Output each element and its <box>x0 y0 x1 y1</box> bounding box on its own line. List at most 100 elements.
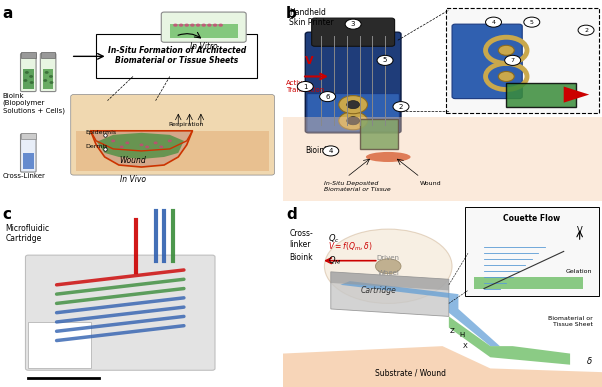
Text: $Q_c$: $Q_c$ <box>327 232 340 245</box>
Bar <box>41 52 55 58</box>
Text: Epidermis: Epidermis <box>85 130 116 135</box>
Text: 5: 5 <box>383 57 387 63</box>
Text: Active
Translation: Active Translation <box>286 80 324 94</box>
Circle shape <box>29 81 34 84</box>
Text: 6: 6 <box>325 94 330 99</box>
FancyBboxPatch shape <box>25 255 215 370</box>
Text: V: V <box>577 226 583 235</box>
Circle shape <box>190 24 194 27</box>
Circle shape <box>504 55 521 65</box>
Text: H: H <box>459 332 464 338</box>
Circle shape <box>524 17 540 27</box>
Circle shape <box>578 25 594 35</box>
Text: Respiration: Respiration <box>168 122 203 127</box>
FancyBboxPatch shape <box>96 34 258 79</box>
FancyBboxPatch shape <box>76 131 268 171</box>
Text: a: a <box>3 6 13 21</box>
Circle shape <box>339 96 367 114</box>
Text: Biomaterial or
Tissue Sheet: Biomaterial or Tissue Sheet <box>548 317 592 327</box>
Circle shape <box>347 117 359 125</box>
Circle shape <box>219 24 223 27</box>
Text: In-Situ Formation of Architected
Biomaterial or Tissue Sheets: In-Situ Formation of Architected Biomate… <box>108 46 246 65</box>
Ellipse shape <box>366 152 411 162</box>
Circle shape <box>377 55 393 65</box>
Polygon shape <box>283 346 602 387</box>
Text: Dermis: Dermis <box>85 144 107 149</box>
Text: Bioink: Bioink <box>290 253 313 262</box>
FancyBboxPatch shape <box>506 82 577 107</box>
FancyBboxPatch shape <box>161 12 246 42</box>
Circle shape <box>320 92 335 102</box>
Circle shape <box>486 17 501 27</box>
Circle shape <box>345 19 361 29</box>
Circle shape <box>179 24 184 27</box>
Text: 4: 4 <box>491 20 495 25</box>
Bar <box>43 68 54 89</box>
Polygon shape <box>449 317 570 365</box>
Circle shape <box>376 259 401 274</box>
Text: In Vivo: In Vivo <box>120 175 146 184</box>
Circle shape <box>297 82 313 92</box>
FancyBboxPatch shape <box>465 207 599 296</box>
FancyBboxPatch shape <box>20 134 36 172</box>
Circle shape <box>45 71 49 74</box>
Circle shape <box>498 45 514 55</box>
Text: d: d <box>286 207 297 222</box>
FancyBboxPatch shape <box>71 94 275 175</box>
Circle shape <box>324 229 452 303</box>
Circle shape <box>25 71 29 74</box>
Circle shape <box>111 139 115 142</box>
Circle shape <box>49 81 54 84</box>
Circle shape <box>145 146 149 148</box>
Text: $Q_M$: $Q_M$ <box>327 254 341 267</box>
Text: Microfluidic
Cartridge: Microfluidic Cartridge <box>5 224 50 243</box>
Circle shape <box>184 24 189 27</box>
Text: 3: 3 <box>351 21 355 27</box>
FancyBboxPatch shape <box>445 8 599 113</box>
FancyBboxPatch shape <box>452 24 523 99</box>
Circle shape <box>498 72 514 82</box>
Text: Z: Z <box>450 328 455 334</box>
Text: Cartridge: Cartridge <box>361 286 397 295</box>
Text: $\delta$: $\delta$ <box>586 356 592 366</box>
Polygon shape <box>96 133 184 159</box>
Circle shape <box>339 112 367 130</box>
Circle shape <box>154 142 158 144</box>
Text: b: b <box>286 6 297 21</box>
Circle shape <box>323 146 339 156</box>
Circle shape <box>168 139 172 142</box>
Circle shape <box>23 79 28 82</box>
Text: Gelation: Gelation <box>566 269 592 274</box>
FancyBboxPatch shape <box>28 322 90 368</box>
Bar <box>23 153 34 169</box>
Circle shape <box>140 144 143 146</box>
Text: Wound: Wound <box>120 156 146 166</box>
Bar <box>21 133 36 139</box>
Text: Driven: Driven <box>377 255 400 261</box>
Text: Bioink
(Biopolymer
Solutions + Cells): Bioink (Biopolymer Solutions + Cells) <box>3 92 65 113</box>
Text: Couette Flow: Couette Flow <box>503 214 560 223</box>
FancyBboxPatch shape <box>283 117 602 201</box>
Text: Handheld
Skin Printer: Handheld Skin Printer <box>290 8 334 27</box>
Text: In Vitro: In Vitro <box>190 42 217 51</box>
Circle shape <box>29 75 33 78</box>
Text: Bioink: Bioink <box>305 146 329 156</box>
Polygon shape <box>331 272 449 290</box>
Text: 7: 7 <box>510 58 515 63</box>
Circle shape <box>120 146 123 148</box>
Circle shape <box>213 24 217 27</box>
Circle shape <box>43 79 47 82</box>
FancyBboxPatch shape <box>312 18 395 46</box>
Polygon shape <box>340 281 500 346</box>
Circle shape <box>160 146 163 148</box>
Text: Wound: Wound <box>420 181 442 186</box>
Polygon shape <box>90 131 193 167</box>
Text: V: V <box>305 57 314 67</box>
Text: 2: 2 <box>399 104 403 110</box>
Text: c: c <box>3 207 12 222</box>
FancyBboxPatch shape <box>40 53 56 92</box>
Text: Cross-Linker: Cross-Linker <box>3 173 46 179</box>
Text: Substrate / Wound: Substrate / Wound <box>375 369 446 378</box>
Circle shape <box>196 24 200 27</box>
FancyBboxPatch shape <box>359 119 398 149</box>
